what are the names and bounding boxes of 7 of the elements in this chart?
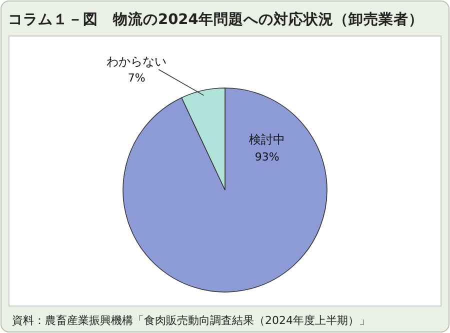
slice-label: 検討中 (249, 132, 286, 147)
data-label: 7% (128, 71, 146, 84)
text: 資料：農畜産業振興機構「食肉販売動向調査結果（2024年度上半期）」 (12, 314, 370, 327)
slice-label: わからない (106, 54, 167, 68)
data-label: 93% (254, 150, 280, 164)
chart-title: コラム１－図 物流の2024年問題への対応状況（卸売業者） (8, 10, 424, 28)
pie-slice (122, 88, 328, 292)
